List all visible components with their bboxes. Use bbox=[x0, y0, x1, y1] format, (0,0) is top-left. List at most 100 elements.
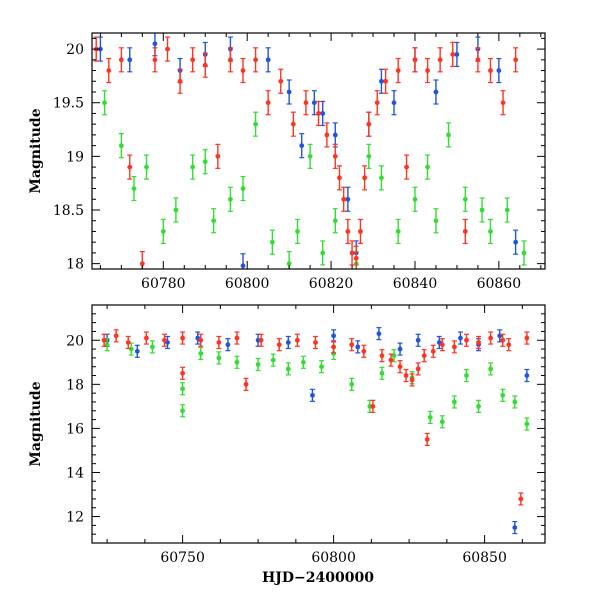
data-marker bbox=[366, 153, 372, 159]
data-marker bbox=[106, 68, 112, 73]
data-marker bbox=[488, 335, 494, 341]
data-point bbox=[143, 331, 149, 345]
data-point bbox=[190, 47, 196, 73]
x-tick-label: 60780 bbox=[141, 276, 186, 292]
data-marker bbox=[228, 57, 233, 63]
data-point bbox=[476, 335, 482, 350]
data-marker bbox=[464, 337, 469, 343]
data-point bbox=[180, 331, 186, 345]
data-point bbox=[457, 331, 463, 345]
bottom-panel-marks bbox=[101, 327, 530, 535]
data-point bbox=[180, 366, 186, 380]
data-point bbox=[355, 340, 361, 354]
data-point bbox=[506, 338, 512, 352]
data-marker bbox=[366, 121, 372, 127]
data-point bbox=[341, 186, 347, 212]
data-point bbox=[383, 68, 389, 94]
data-marker bbox=[285, 340, 291, 345]
data-marker bbox=[131, 186, 137, 191]
data-marker bbox=[332, 218, 338, 224]
data-point bbox=[290, 111, 296, 137]
data-point bbox=[345, 218, 351, 245]
data-point bbox=[379, 366, 385, 380]
data-point bbox=[286, 79, 292, 105]
data-marker bbox=[404, 164, 409, 170]
data-point bbox=[152, 47, 158, 73]
data-marker bbox=[258, 337, 264, 343]
data-marker bbox=[433, 89, 439, 95]
data-marker bbox=[513, 57, 519, 63]
data-marker bbox=[162, 337, 167, 343]
data-marker bbox=[198, 337, 204, 343]
data-point bbox=[487, 218, 493, 245]
data-marker bbox=[294, 337, 300, 343]
data-point bbox=[412, 186, 418, 212]
data-marker bbox=[397, 346, 403, 352]
data-point bbox=[118, 133, 124, 159]
x-tick-label: 60800 bbox=[311, 550, 356, 566]
data-marker bbox=[383, 78, 389, 84]
data-point bbox=[255, 357, 261, 372]
data-point bbox=[128, 342, 134, 356]
data-marker bbox=[415, 337, 421, 343]
data-point bbox=[357, 218, 363, 245]
data-marker bbox=[358, 229, 363, 234]
data-point bbox=[345, 186, 351, 212]
data-point bbox=[102, 90, 108, 116]
data-point bbox=[512, 395, 518, 409]
data-marker bbox=[475, 57, 481, 63]
data-point bbox=[190, 154, 196, 180]
data-point bbox=[437, 47, 443, 73]
data-point bbox=[479, 197, 485, 223]
y-tick-label: 18.5 bbox=[53, 203, 84, 219]
data-point bbox=[265, 47, 271, 73]
data-marker bbox=[361, 348, 367, 354]
data-point bbox=[320, 240, 326, 266]
data-point bbox=[349, 240, 355, 266]
data-point bbox=[462, 186, 468, 212]
data-point bbox=[216, 335, 222, 350]
data-marker bbox=[190, 164, 196, 170]
data-point bbox=[253, 47, 259, 73]
data-point bbox=[316, 100, 321, 127]
data-marker bbox=[303, 100, 309, 106]
data-marker bbox=[240, 186, 246, 191]
data-marker bbox=[234, 359, 240, 365]
data-marker bbox=[332, 132, 338, 138]
data-marker bbox=[299, 143, 305, 149]
data-marker bbox=[500, 100, 506, 106]
data-point bbox=[415, 333, 421, 347]
data-marker bbox=[452, 344, 457, 350]
y-tick-label: 20 bbox=[66, 333, 84, 349]
data-point bbox=[454, 41, 460, 68]
y-tick-label: 20 bbox=[66, 42, 84, 58]
data-point bbox=[125, 335, 131, 350]
data-point bbox=[353, 245, 359, 269]
data-marker bbox=[320, 250, 326, 256]
data-point bbox=[299, 133, 305, 159]
data-point bbox=[276, 338, 282, 352]
data-point bbox=[446, 122, 452, 148]
data-point bbox=[497, 329, 503, 343]
x-tick-label: 60860 bbox=[477, 276, 522, 292]
data-marker bbox=[125, 340, 131, 345]
data-point bbox=[127, 154, 133, 180]
data-marker bbox=[101, 337, 107, 343]
data-marker bbox=[198, 351, 204, 356]
bottom-panel-ylabel: Magnitude bbox=[28, 381, 44, 466]
data-point bbox=[258, 333, 264, 347]
data-marker bbox=[216, 340, 222, 345]
data-marker bbox=[301, 359, 306, 365]
data-point bbox=[397, 360, 403, 374]
data-marker bbox=[524, 421, 530, 427]
data-marker bbox=[180, 335, 186, 341]
y-tick-label: 16 bbox=[66, 421, 84, 437]
data-marker bbox=[425, 164, 430, 170]
data-point bbox=[97, 36, 103, 62]
data-marker bbox=[425, 68, 430, 73]
data-point bbox=[307, 143, 313, 169]
data-marker bbox=[144, 164, 149, 170]
data-point bbox=[366, 143, 372, 169]
data-marker bbox=[476, 403, 481, 409]
